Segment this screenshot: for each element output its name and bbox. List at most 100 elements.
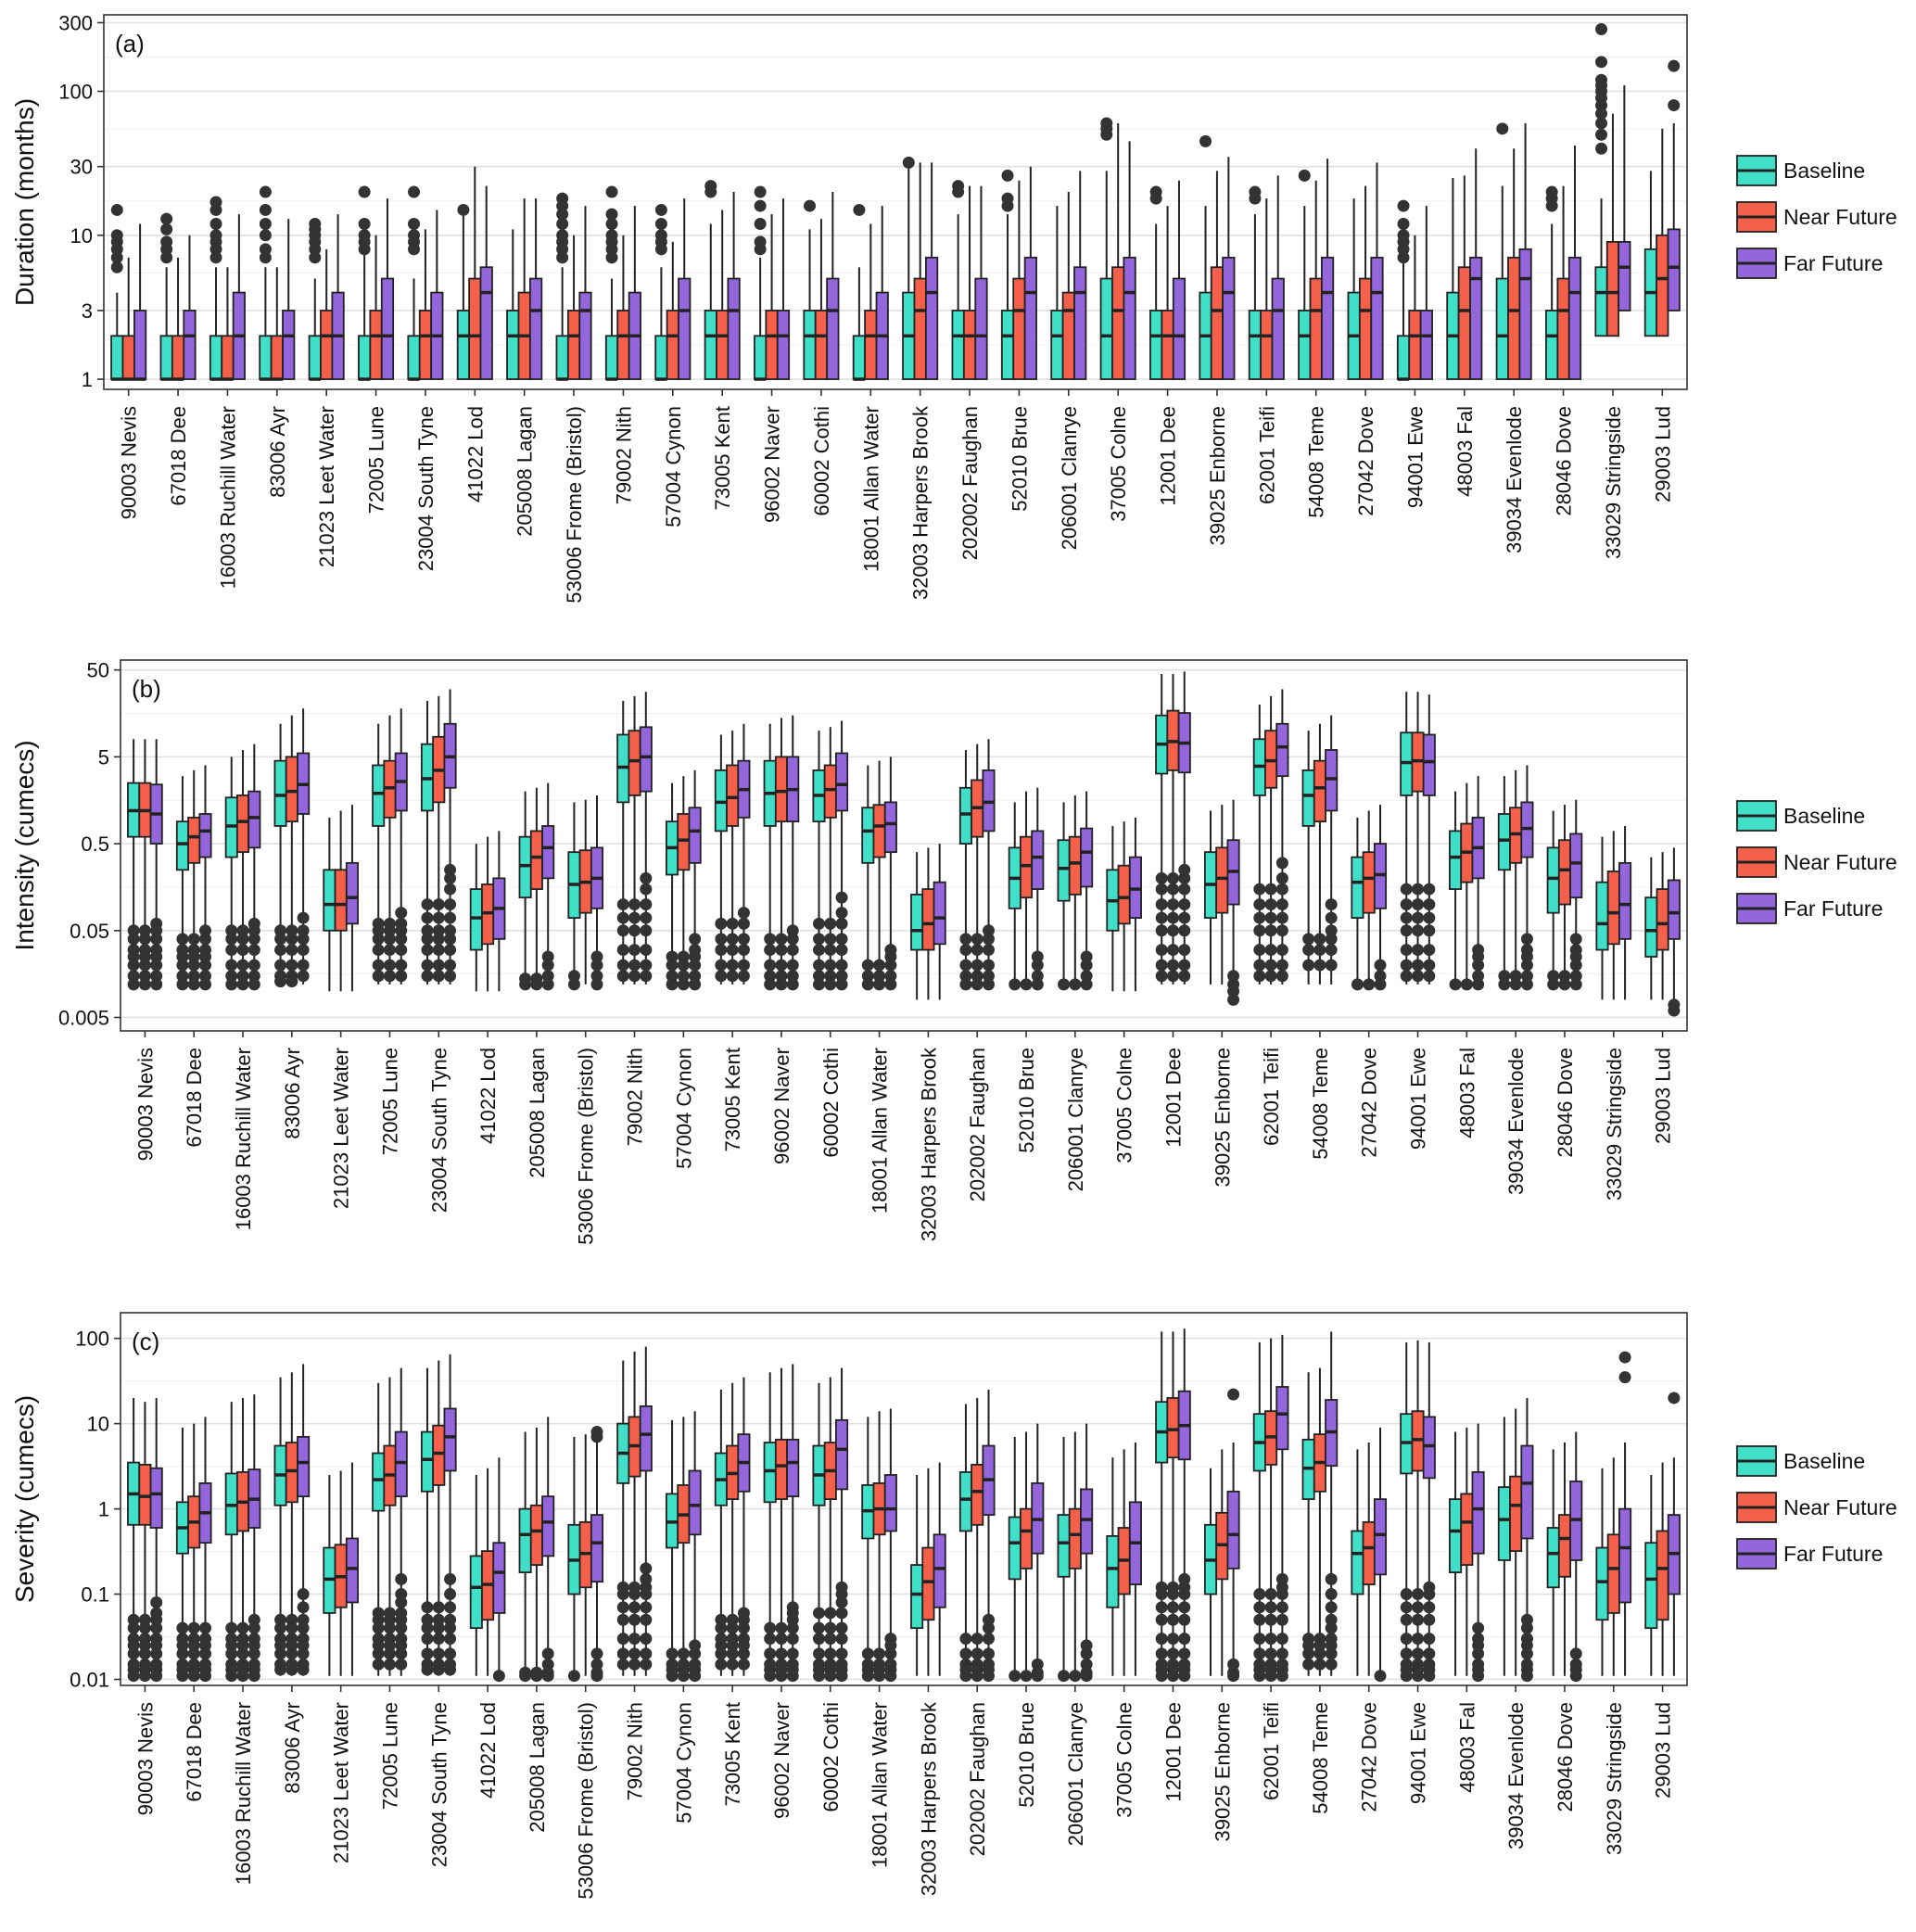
outlier-point xyxy=(444,871,457,884)
outlier-point xyxy=(983,924,996,937)
outlier-point xyxy=(786,1647,799,1660)
legend-label: Near Future xyxy=(1783,850,1897,874)
box xyxy=(913,277,927,380)
outlier-point xyxy=(605,229,618,242)
outlier-point xyxy=(1472,970,1485,983)
outlier-point xyxy=(786,1658,799,1671)
x-tick-label: 28046 Dove xyxy=(1554,1048,1577,1158)
outlier-point xyxy=(421,898,434,911)
outlier-point xyxy=(444,863,457,876)
outlier-point xyxy=(1520,1613,1533,1626)
outlier-point xyxy=(236,959,249,972)
x-tick-label: 29003 Lud xyxy=(1651,406,1674,502)
x-tick-label: 202002 Faughan xyxy=(966,1702,989,1856)
outlier-point xyxy=(1472,978,1485,991)
outlier-point xyxy=(297,970,310,983)
outlier-point xyxy=(150,959,163,972)
legend-label: Near Future xyxy=(1783,1495,1897,1519)
outlier-point xyxy=(1423,1613,1436,1626)
box xyxy=(1080,827,1094,888)
outlier-point xyxy=(1569,1647,1582,1660)
outlier-point xyxy=(590,1647,603,1660)
box xyxy=(1057,1514,1071,1578)
outlier-point xyxy=(247,1647,260,1660)
box xyxy=(654,335,668,380)
outlier-point xyxy=(726,917,739,930)
outlier-point xyxy=(236,1658,249,1671)
outlier-point xyxy=(640,1581,653,1594)
outlier-point xyxy=(432,944,445,957)
box xyxy=(666,310,679,380)
box xyxy=(872,804,886,858)
outlier-point xyxy=(1423,1658,1436,1671)
outlier-point xyxy=(150,1621,163,1634)
outlier-point xyxy=(715,944,728,957)
outlier-point xyxy=(1569,933,1582,946)
outlier-point xyxy=(616,898,629,911)
x-tick-label: 29003 Lud xyxy=(1652,1048,1675,1144)
outlier-point xyxy=(421,1647,434,1660)
outlier-point xyxy=(775,944,788,957)
outlier-point xyxy=(383,917,396,930)
outlier-point xyxy=(1374,959,1387,972)
outlier-point xyxy=(1400,1647,1413,1660)
outlier-point xyxy=(1031,1666,1044,1679)
outlier-point xyxy=(1668,1392,1681,1405)
outlier-point xyxy=(1498,970,1511,983)
box xyxy=(270,335,284,380)
box xyxy=(1061,291,1075,380)
outlier-point xyxy=(971,933,983,946)
x-tick-label: 94001 Ewe xyxy=(1407,1702,1430,1804)
box xyxy=(1495,277,1509,380)
outlier-point xyxy=(1155,1601,1168,1614)
box xyxy=(1351,856,1364,919)
outlier-point xyxy=(1412,1647,1425,1660)
outlier-point xyxy=(1302,933,1315,946)
outlier-point xyxy=(1400,883,1413,896)
outlier-point xyxy=(1264,911,1277,924)
outlier-point xyxy=(199,970,212,983)
outlier-point xyxy=(824,1647,837,1660)
x-tick-label: 23004 South Tyne xyxy=(414,406,438,571)
outlier-point xyxy=(983,959,996,972)
outlier-point xyxy=(1275,1601,1288,1614)
outlier-point xyxy=(1400,1658,1413,1671)
outlier-point xyxy=(616,1581,629,1594)
outlier-point xyxy=(1275,1647,1288,1660)
outlier-point xyxy=(444,898,457,911)
box xyxy=(198,813,212,858)
outlier-point xyxy=(1412,1633,1425,1646)
plot-border xyxy=(103,14,1688,390)
box xyxy=(518,1507,532,1573)
box xyxy=(639,1405,653,1472)
outlier-point xyxy=(395,1621,408,1634)
outlier-point xyxy=(110,261,123,273)
panel-label: (b) xyxy=(132,675,161,703)
outlier-point xyxy=(754,185,767,198)
box xyxy=(883,801,897,854)
box xyxy=(121,335,135,380)
x-tick-label: 202002 Faughan xyxy=(966,1048,989,1201)
outlier-point xyxy=(541,959,554,972)
outlier-point xyxy=(1264,1647,1277,1660)
box xyxy=(443,1407,457,1472)
box xyxy=(1509,1475,1523,1553)
outlier-point xyxy=(492,1670,505,1683)
outlier-point xyxy=(408,185,421,198)
outlier-point xyxy=(1166,970,1179,983)
box xyxy=(297,1435,311,1498)
outlier-point xyxy=(812,933,825,946)
outlier-point xyxy=(1275,1613,1288,1626)
outlier-point xyxy=(541,950,554,963)
box xyxy=(1518,248,1532,380)
outlier-point xyxy=(640,1658,653,1671)
outlier-point xyxy=(835,978,848,991)
outlier-point xyxy=(786,978,799,991)
outlier-point xyxy=(383,1633,396,1646)
box xyxy=(1275,722,1289,778)
box xyxy=(1396,335,1411,380)
box xyxy=(910,1564,924,1630)
outlier-point xyxy=(628,924,641,937)
outlier-point xyxy=(812,1633,825,1646)
outlier-point xyxy=(259,229,272,242)
